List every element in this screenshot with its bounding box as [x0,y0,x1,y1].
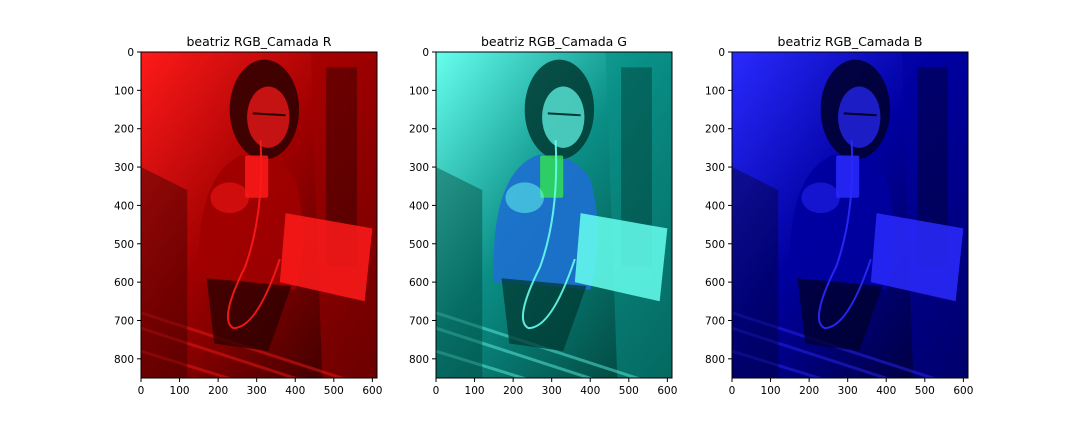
chart-title: beatriz RGB_Camada G [481,34,627,49]
x-tick-label: 0 [138,385,145,397]
x-tick-label: 300 [247,385,267,397]
panel-r: beatriz RGB_Camada R 0 100 200 300 400 500 600 0… [114,34,382,397]
x-tick-label: 400 [285,385,305,397]
y-tick-label: 100 [409,85,429,97]
rail-line [141,326,300,378]
y-tick-label: 0 [127,47,134,59]
y-tick-label: 700 [409,315,429,327]
left-shadow [732,167,779,378]
x-tick-label: 500 [915,385,935,397]
axes-frame [435,51,673,379]
x-tick-label: 200 [208,385,228,397]
x-tick-label: 100 [761,385,781,397]
notebook [574,213,668,302]
rail-line [436,311,642,378]
panels: beatriz RGB_Camada R 0 100 200 300 400 500 600 0… [114,34,973,397]
hand [505,182,544,214]
rail-line [732,311,938,378]
notebook [279,213,373,302]
glasses [547,112,581,117]
image-layer [732,52,968,378]
chart-title: beatriz RGB_Camada R [186,34,331,49]
phone [836,155,860,198]
phone [540,155,564,198]
y-tick-label: 800 [114,354,134,366]
panel-b: beatriz RGB_Camada B 0 100 200 300 400 500 600 0… [705,34,973,397]
person-legs [797,278,883,352]
x-tick-label: 600 [953,385,973,397]
x-tick-label: 500 [324,385,344,397]
glasses [252,112,286,117]
x-tick-label: 0 [433,385,440,397]
x-tick-label: 0 [729,385,736,397]
person-legs [501,278,587,352]
x-tick-label: 100 [170,385,190,397]
y-tick-label: 200 [114,124,134,136]
y-tick-label: 400 [114,200,134,212]
x-tick-label: 600 [362,385,382,397]
y-tick-label: 300 [409,162,429,174]
y-tick-label: 400 [409,200,429,212]
notebook [870,213,964,302]
axes-frame [140,51,378,379]
earphone-cable [817,140,872,330]
y-tick-label: 700 [114,315,134,327]
y-tick-label: 600 [114,277,134,289]
x-tick-label: 400 [876,385,896,397]
y-tick-label: 200 [409,124,429,136]
y-tick-label: 100 [705,85,725,97]
rail-line [141,311,347,378]
image-layer [141,52,377,378]
x-tick-label: 200 [503,385,523,397]
x-tick-label: 600 [657,385,677,397]
left-shadow [141,167,188,378]
y-tick-label: 400 [705,200,725,212]
y-tick-label: 600 [705,277,725,289]
panel-g: beatriz RGB_Camada G 0 100 200 300 400 500 600 0… [409,34,677,397]
rail-line [141,349,234,378]
y-tick-label: 200 [705,124,725,136]
x-tick-label: 300 [838,385,858,397]
hand [210,182,249,214]
person-face [838,86,881,148]
rail-line [436,326,595,378]
axes-frame [731,51,969,379]
hand [801,182,840,214]
y-tick-label: 300 [114,162,134,174]
y-tick-label: 800 [409,354,429,366]
y-tick-label: 600 [409,277,429,289]
y-tick-label: 300 [705,162,725,174]
rail-line [732,326,891,378]
x-tick-label: 100 [465,385,485,397]
earphone-cable [521,140,576,330]
image-layer [436,52,672,378]
x-tick-label: 500 [619,385,639,397]
left-shadow [436,167,483,378]
x-tick-label: 300 [542,385,562,397]
y-tick-label: 700 [705,315,725,327]
earphone-cable [226,140,281,330]
person-face [247,86,290,148]
y-tick-label: 800 [705,354,725,366]
glasses [843,112,877,117]
x-tick-label: 400 [580,385,600,397]
y-tick-label: 0 [422,47,429,59]
y-tick-label: 100 [114,85,134,97]
y-tick-label: 0 [718,47,725,59]
phone [245,155,269,198]
chart-title: beatriz RGB_Camada B [778,34,923,49]
person-face [542,86,585,148]
person-legs [206,278,292,352]
rail-line [436,349,529,378]
y-tick-label: 500 [409,239,429,251]
x-tick-label: 200 [799,385,819,397]
rail-line [732,349,825,378]
y-tick-label: 500 [705,239,725,251]
y-tick-label: 500 [114,239,134,251]
